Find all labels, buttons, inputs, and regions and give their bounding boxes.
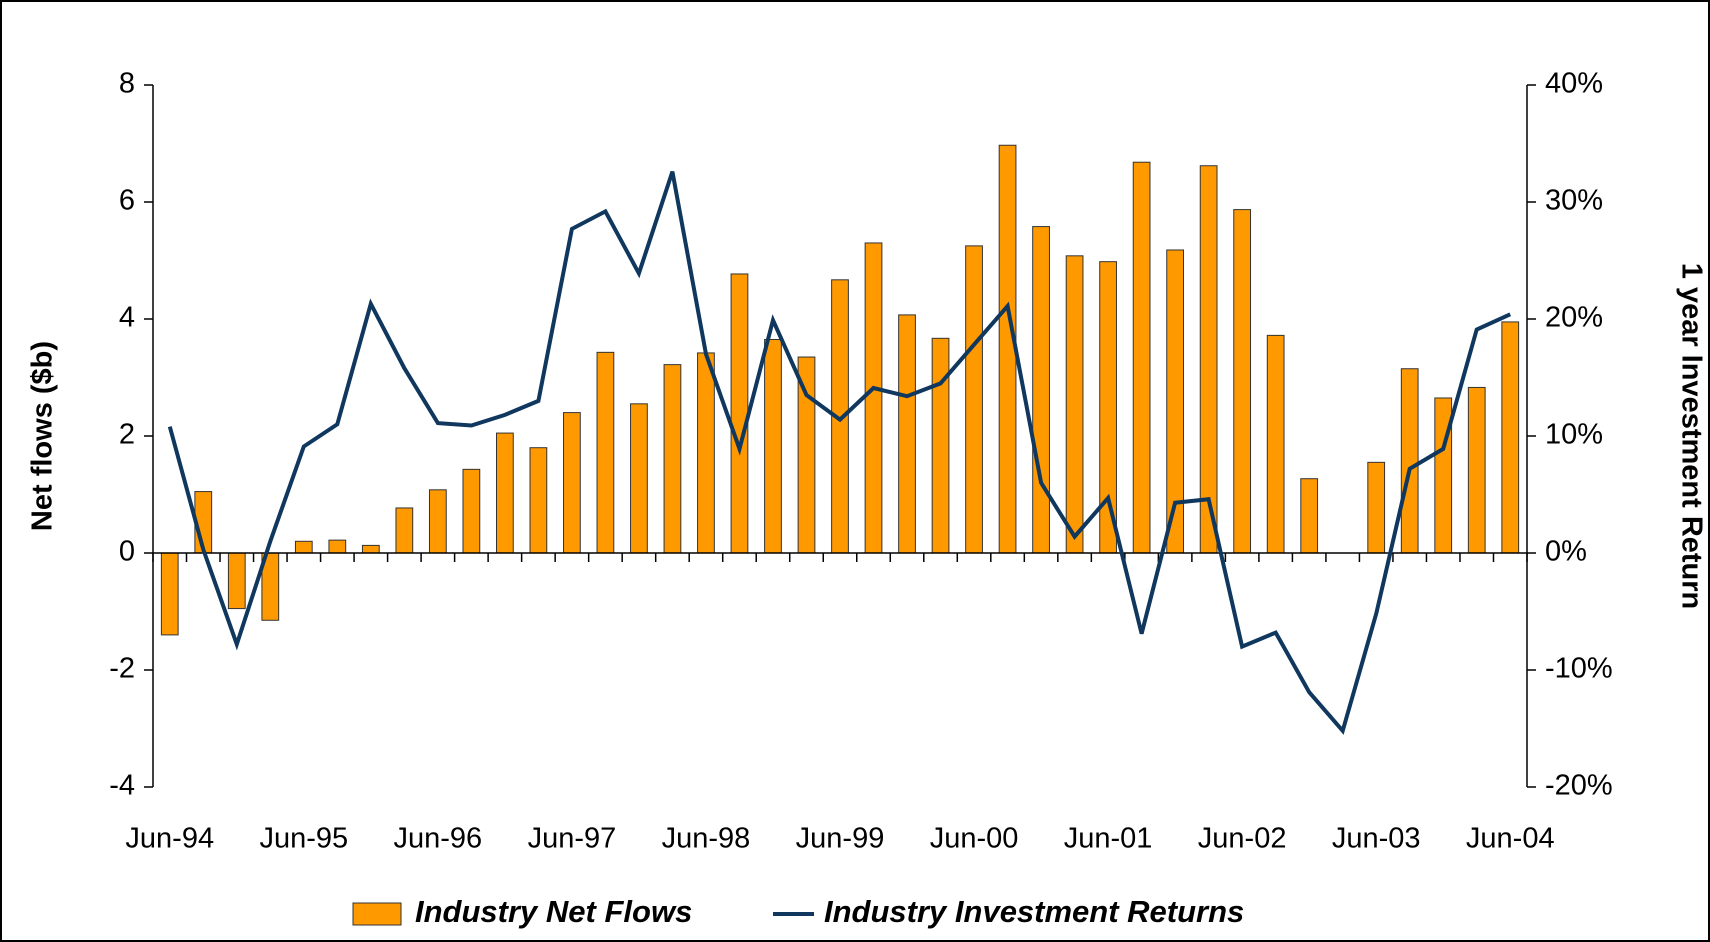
bar bbox=[1266, 334, 1285, 554]
x-tick-label: Jun-95 bbox=[259, 823, 348, 855]
y-tick-label: 0 bbox=[119, 536, 135, 568]
bar bbox=[294, 540, 313, 554]
bar bbox=[227, 552, 246, 610]
y-tick-label: -4 bbox=[109, 770, 135, 802]
y-tick-label: 6 bbox=[119, 185, 135, 217]
y2-tick-label: 10% bbox=[1545, 419, 1603, 451]
bar bbox=[496, 432, 514, 554]
x-tick-label: Jun-04 bbox=[1466, 823, 1555, 855]
bar bbox=[1065, 255, 1084, 554]
bar bbox=[529, 447, 548, 554]
bar bbox=[328, 539, 347, 554]
bar bbox=[998, 144, 1017, 554]
bar bbox=[898, 314, 916, 554]
bar bbox=[395, 507, 414, 554]
bar bbox=[931, 337, 950, 554]
bar bbox=[428, 489, 447, 554]
bar bbox=[596, 351, 615, 554]
bar bbox=[630, 403, 648, 554]
y-tick-label: 2 bbox=[119, 419, 135, 451]
y2-tick-label: 30% bbox=[1545, 185, 1603, 217]
bar bbox=[1501, 321, 1520, 554]
x-tick-label: Jun-00 bbox=[930, 823, 1019, 855]
bar bbox=[1233, 209, 1252, 554]
line bbox=[167, 170, 1512, 735]
y2-tick-label: 40% bbox=[1545, 68, 1603, 100]
bar bbox=[1099, 261, 1117, 554]
y2-tick-label: 20% bbox=[1545, 302, 1603, 334]
bar bbox=[697, 352, 715, 554]
bar bbox=[160, 552, 179, 636]
bar bbox=[965, 245, 983, 554]
y2-axis-title: 1 year Investment Return bbox=[1675, 263, 1707, 610]
bar bbox=[361, 544, 380, 554]
legend-label: Industry Net Flows bbox=[415, 894, 692, 929]
y2-tick-label: 0% bbox=[1545, 536, 1587, 568]
x-tick-label: Jun-01 bbox=[1064, 823, 1153, 855]
x-tick-label: Jun-03 bbox=[1332, 823, 1421, 855]
bar bbox=[1467, 386, 1486, 554]
bar bbox=[864, 242, 883, 554]
bar bbox=[764, 338, 782, 554]
bar bbox=[563, 412, 581, 554]
x-tick-label: Jun-02 bbox=[1198, 823, 1287, 855]
y-axis-title: Net flows ($b) bbox=[27, 341, 59, 531]
bar bbox=[1367, 461, 1386, 554]
bar bbox=[1400, 368, 1419, 554]
bar bbox=[730, 273, 749, 554]
x-tick-label: Jun-98 bbox=[662, 823, 751, 855]
bar bbox=[663, 364, 682, 554]
x-tick-label: Jun-97 bbox=[528, 823, 617, 855]
x-tick-label: Jun-99 bbox=[796, 823, 885, 855]
legend-swatch bbox=[352, 902, 402, 926]
bar bbox=[1032, 226, 1050, 554]
y2-tick-label: -20% bbox=[1545, 770, 1613, 802]
x-tick-label: Jun-94 bbox=[125, 823, 214, 855]
x-tick-label: Jun-96 bbox=[394, 823, 483, 855]
bar bbox=[1132, 161, 1151, 554]
bar bbox=[462, 468, 481, 554]
y-tick-label: 4 bbox=[119, 302, 135, 334]
bar bbox=[1300, 478, 1319, 554]
legend-label: Industry Investment Returns bbox=[824, 894, 1244, 929]
y-tick-label: 8 bbox=[119, 68, 135, 100]
y2-tick-label: -10% bbox=[1545, 653, 1613, 685]
bar bbox=[1199, 165, 1218, 554]
y-tick-label: -2 bbox=[109, 653, 135, 685]
